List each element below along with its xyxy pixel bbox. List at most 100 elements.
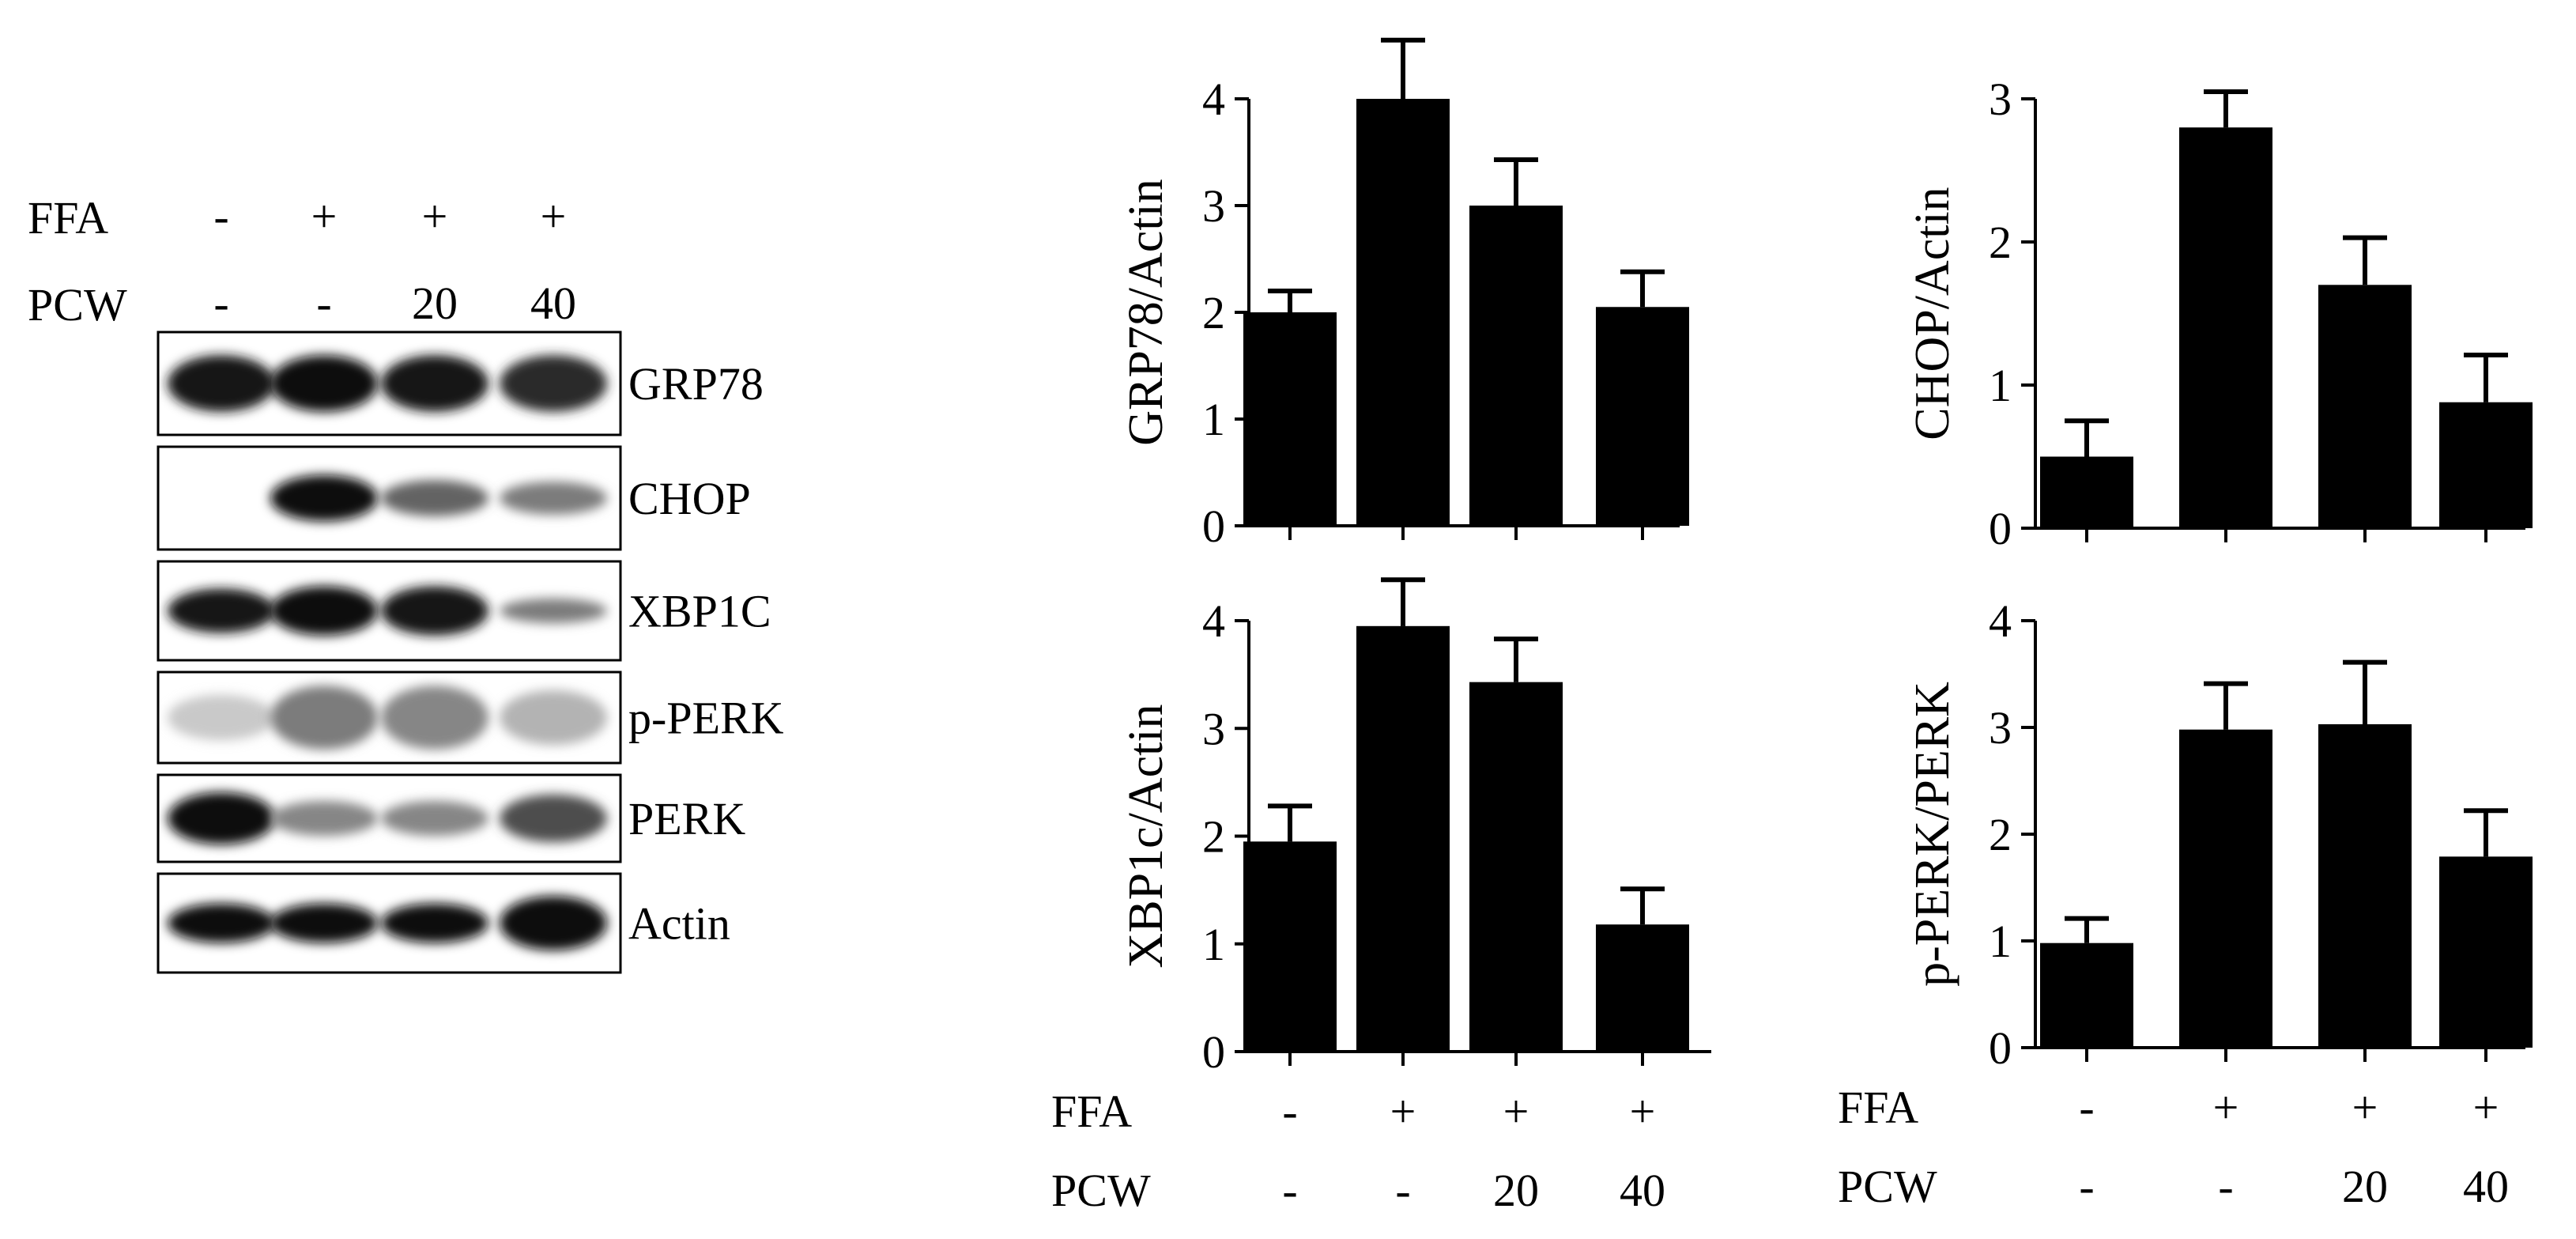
y-tick-label: 0	[1202, 1026, 1225, 1078]
blot-band-label: Actin	[628, 898, 730, 950]
x-row-value: 40	[2463, 1161, 2509, 1212]
blot-treatment-label: FFA	[28, 192, 108, 244]
blot-treatment-value: -	[316, 278, 331, 329]
y-tick-label: 0	[1202, 501, 1225, 552]
blot-treatment-value: +	[422, 191, 448, 242]
x-row-value: +	[2213, 1082, 2239, 1133]
bar	[2040, 942, 2133, 1048]
y-tick-label: 2	[1989, 809, 2012, 860]
blot-band	[381, 903, 488, 943]
chop-chart: 0 1 2 3 CHOP/Actin	[1906, 74, 2533, 554]
grp78-chart: 0 1 2 3 4 GRP78/Actin	[1119, 37, 1689, 552]
bar	[2040, 456, 2133, 528]
blot-treatment-value: -	[213, 191, 228, 242]
y-axis-label: CHOP/Actin	[1906, 187, 1959, 440]
blot-band-label: PERK	[628, 793, 745, 844]
bar	[2439, 402, 2533, 528]
y-tick-label: 3	[1989, 702, 2012, 754]
bar	[2439, 856, 2533, 1048]
western-blot-panel: FFA - + + + PCW - - 20 40 GRP78 CHOP XBP1C p-PERK PERK…	[28, 191, 784, 974]
blot-band	[500, 896, 607, 950]
x-row-value: -	[1282, 1086, 1297, 1137]
blot-band	[500, 794, 607, 843]
blot-band	[381, 355, 488, 412]
x-row-value: -	[1282, 1165, 1297, 1216]
bar	[2179, 127, 2272, 528]
blot-band	[381, 801, 488, 836]
x-row-label: PCW	[1051, 1165, 1151, 1216]
blot-band	[381, 686, 488, 750]
bar	[1356, 625, 1450, 1052]
x-row-label: FFA	[1051, 1086, 1132, 1137]
blot-treatment-value: +	[541, 191, 567, 242]
blot-band	[168, 694, 275, 741]
y-tick-label: 4	[1202, 595, 1225, 647]
x-row-value: +	[2473, 1082, 2499, 1133]
blot-band	[270, 686, 378, 750]
y-tick-label: 3	[1202, 180, 1225, 232]
blot-band	[168, 903, 275, 943]
blot-band	[270, 903, 378, 943]
xbp1c-chart: 0 1 2 3 4 XBP1c/Actin FFA - + + + PCW - - 20 40	[1051, 577, 1711, 1216]
y-tick-label: 3	[1989, 74, 2012, 125]
y-tick-label: 2	[1202, 287, 1225, 338]
y-axis-label: p-PERK/PERK	[1906, 682, 1959, 987]
blot-band	[381, 586, 488, 636]
blot-band-label: p-PERK	[628, 693, 784, 744]
x-row-value: 20	[2342, 1161, 2388, 1212]
blot-band	[270, 474, 378, 522]
y-tick-label: 1	[1202, 394, 1225, 445]
x-row-label: PCW	[1838, 1161, 1937, 1212]
y-tick-label: 4	[1202, 74, 1225, 125]
bar	[1469, 682, 1563, 1052]
y-tick-label: 2	[1202, 811, 1225, 863]
y-tick-label: 0	[1989, 1022, 2012, 1074]
blot-treatment-value: 40	[530, 278, 576, 329]
blot-treatment-value: +	[311, 191, 338, 242]
y-axis-label: GRP78/Actin	[1119, 179, 1173, 446]
blot-band	[168, 588, 275, 633]
y-tick-label: 4	[1989, 595, 2012, 647]
blot-band	[270, 355, 378, 412]
blot-treatment-value: -	[213, 278, 228, 329]
x-row-value: 40	[1620, 1165, 1665, 1216]
y-tick-label: 0	[1989, 503, 2012, 554]
bar	[1243, 312, 1337, 526]
blot-band	[168, 792, 275, 844]
x-row-value: +	[1503, 1086, 1529, 1137]
bar	[1469, 206, 1563, 526]
blot-band	[381, 480, 488, 516]
blot-band	[270, 586, 378, 636]
x-row-value: +	[1630, 1086, 1656, 1137]
y-tick-label: 1	[1202, 919, 1225, 970]
bar	[1596, 307, 1689, 526]
bar	[1596, 924, 1689, 1052]
y-tick-label: 1	[1989, 916, 2012, 967]
blot-band-label: XBP1C	[628, 586, 771, 637]
x-row-value: -	[2079, 1161, 2094, 1212]
bar	[1356, 99, 1450, 526]
bar	[1243, 841, 1337, 1052]
blot-band-label: GRP78	[628, 358, 764, 410]
blot-treatment-value: 20	[412, 278, 458, 329]
blot-band	[270, 801, 378, 836]
bar	[2318, 723, 2412, 1048]
y-tick-label: 2	[1989, 217, 2012, 268]
blot-band	[168, 355, 275, 412]
x-row-value: +	[2352, 1082, 2378, 1133]
x-row-value: -	[2218, 1161, 2233, 1212]
blot-band	[500, 598, 607, 624]
pperk-chart: 0 1 2 3 4 p-PERK/PERK FFA - + + + PCW - - 20 40	[1838, 595, 2533, 1212]
blot-band-label: CHOP	[628, 473, 751, 524]
x-row-value: -	[1395, 1165, 1410, 1216]
y-tick-label: 3	[1202, 703, 1225, 754]
blot-band	[500, 690, 607, 745]
x-row-label: FFA	[1838, 1082, 1918, 1133]
y-axis-label: XBP1c/Actin	[1119, 704, 1173, 968]
x-row-value: 20	[1493, 1165, 1539, 1216]
blot-treatment-label: PCW	[28, 279, 127, 331]
bar	[2179, 729, 2272, 1048]
x-row-value: -	[2079, 1082, 2094, 1133]
y-tick-label: 1	[1989, 360, 2012, 411]
